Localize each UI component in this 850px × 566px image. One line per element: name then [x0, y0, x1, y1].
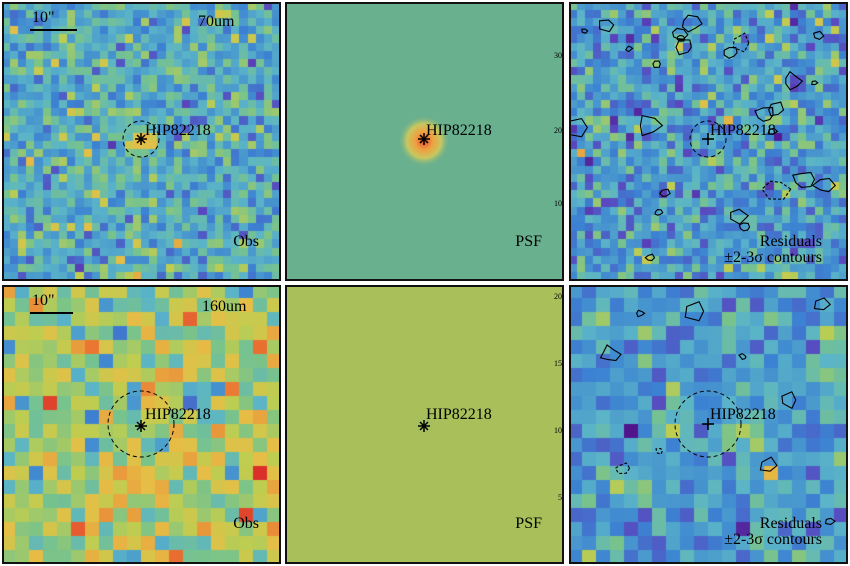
panel-obs-160: 10" 160um HIP82218 Obs: [2, 285, 281, 564]
contour-line: [655, 447, 663, 456]
star-marker-icon: [135, 420, 147, 432]
psf-tick-label: 30: [554, 51, 562, 60]
target-label: HIP82218: [145, 406, 211, 423]
residuals-label: Residuals: [759, 515, 822, 532]
contour-line: [824, 517, 836, 525]
contour-line: [614, 462, 631, 475]
contour-line: [738, 222, 751, 232]
contour-line: [599, 344, 622, 362]
contour-line: [754, 107, 774, 122]
residuals-70-overlay: [569, 14, 837, 262]
residuals-label: Residuals: [759, 233, 822, 250]
panel-residuals-70: HIP82218 Residuals ±2-3σ contours: [569, 2, 848, 281]
contour-line: [759, 456, 778, 472]
psf-tick-label: 5: [558, 493, 562, 502]
obs-label: Obs: [233, 515, 259, 532]
obs-160-overlay: [107, 390, 175, 458]
plus-marker-icon: [702, 133, 714, 145]
contour-line: [581, 28, 589, 34]
psf-label: PSF: [515, 515, 542, 532]
star-marker-icon: [135, 133, 147, 145]
contour-line: [811, 177, 837, 193]
target-label: HIP82218: [710, 122, 776, 139]
psf-tick-label: 20: [554, 126, 562, 135]
contours-label: ±2-3σ contours: [724, 531, 822, 548]
panel-obs-70: 10" 70um HIP82218 Obs: [2, 2, 281, 281]
target-label: HIP82218: [710, 406, 776, 423]
panel-psf-70: 30 20 10 HIP82218 PSF: [285, 2, 564, 281]
band-label: 160um: [202, 298, 247, 315]
plus-marker-icon: [702, 418, 714, 430]
contour-line: [569, 117, 588, 138]
psf-label: PSF: [515, 233, 542, 250]
contour-line: [684, 301, 705, 322]
contour-line: [681, 14, 703, 33]
contour-line: [768, 101, 785, 117]
scale-bar-label: 10": [32, 9, 55, 26]
contour-line: [624, 45, 634, 53]
star-marker-icon: [418, 133, 430, 145]
psf-tick-label: 20: [554, 292, 562, 301]
obs-70-overlay: [122, 120, 160, 158]
contour-line: [723, 46, 738, 59]
contour-line: [730, 208, 750, 225]
psf-tick-label: 10: [554, 426, 562, 435]
contour-line: [658, 188, 671, 197]
aperture-circle: [689, 120, 727, 158]
contour-line: [811, 80, 819, 86]
contour-line: [671, 27, 689, 40]
contour-line: [785, 70, 804, 91]
scale-bar: [30, 29, 77, 31]
contour-line: [675, 39, 692, 56]
aperture-circle: [674, 390, 742, 458]
contour-line: [654, 209, 664, 216]
contour-line: [676, 34, 686, 42]
contour-line: [635, 309, 646, 318]
aperture-circle: [122, 120, 160, 158]
residuals-160-overlay: [599, 297, 836, 525]
contour-line: [599, 19, 615, 33]
star-marker-icon: [418, 420, 430, 432]
band-label: 70um: [198, 13, 235, 30]
target-label: HIP82218: [145, 122, 211, 139]
contour-line: [644, 253, 656, 262]
psf-tick-label: 15: [554, 359, 562, 368]
contours-label: ±2-3σ contours: [724, 249, 822, 266]
contour-line: [639, 114, 664, 137]
obs-label: Obs: [233, 233, 259, 250]
psf-tick-label: 10: [554, 199, 562, 208]
contour-line: [738, 352, 747, 361]
psf-70-overlay: [418, 133, 430, 145]
target-label: HIP82218: [426, 122, 492, 139]
contour-line: [812, 30, 825, 41]
contour-line: [761, 180, 792, 200]
contour-line: [732, 32, 750, 53]
panel-psf-160: 20 15 10 5 HIP82218 PSF: [285, 285, 564, 564]
contour-line: [792, 171, 816, 188]
target-label: HIP82218: [426, 406, 492, 423]
scale-bar: [30, 312, 73, 314]
scale-bar-label: 10": [32, 292, 55, 309]
contour-line: [781, 391, 797, 410]
psf-160-overlay: [418, 420, 430, 432]
contour-line: [652, 60, 662, 69]
contour-line: [813, 297, 832, 311]
contour-line: [767, 127, 779, 135]
panel-residuals-160: HIP82218 Residuals ±2-3σ contours: [569, 285, 848, 564]
aperture-circle: [107, 390, 175, 458]
